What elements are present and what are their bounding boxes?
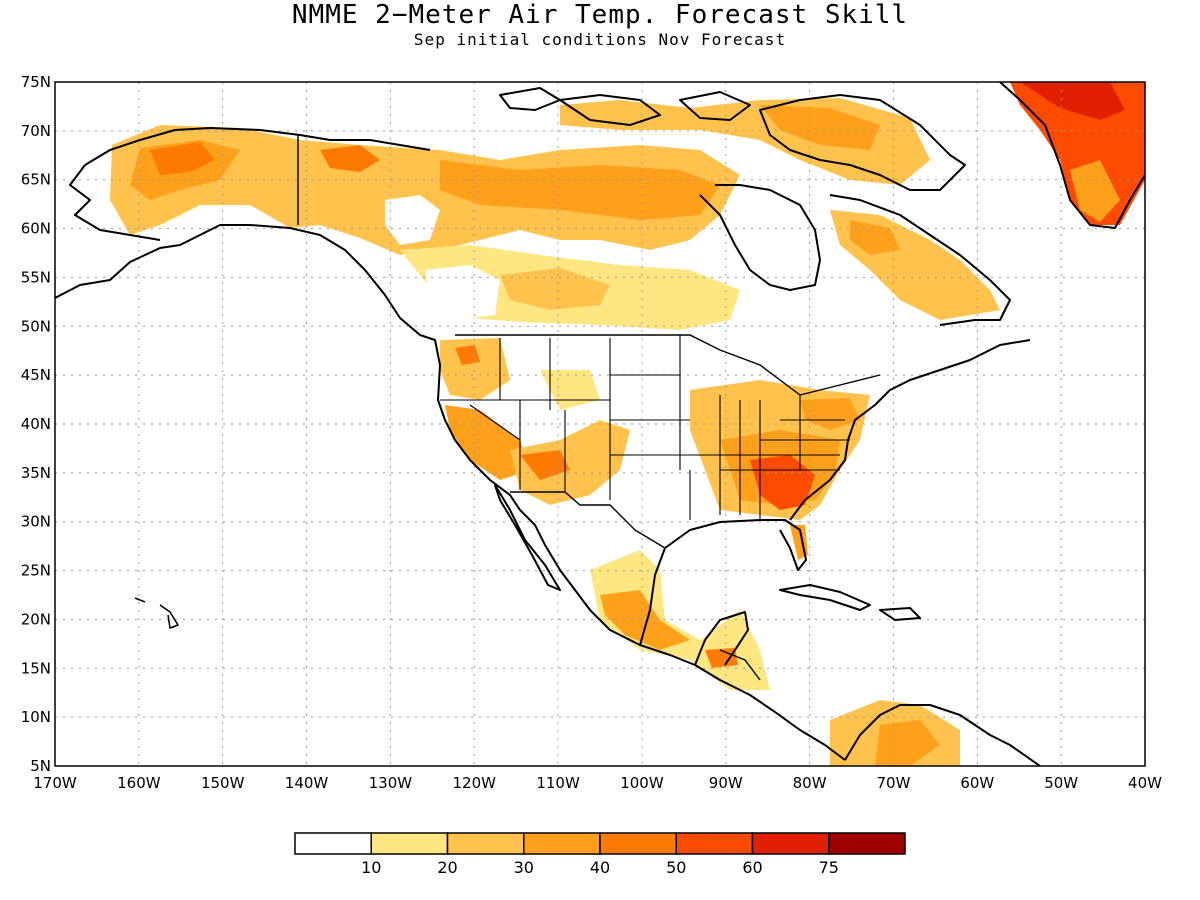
colorbar-swatch xyxy=(675,832,754,855)
coastline-alaska-north xyxy=(84,127,431,166)
skill-region-nwt-core xyxy=(440,160,720,220)
colorbar-label: 40 xyxy=(590,858,610,877)
colorbar: 10 20 30 40 50 60 75 xyxy=(294,832,906,877)
lat-tick-label: 50N xyxy=(21,317,51,335)
colorbar-label: 20 xyxy=(437,858,457,877)
skill-gap-alberta xyxy=(425,265,500,320)
coastline-cuba xyxy=(779,584,871,611)
lon-tick-label: 100W xyxy=(620,774,664,792)
skill-region-yukon-max xyxy=(320,145,380,172)
colorbar-swatch xyxy=(751,832,830,855)
border-us-canada xyxy=(455,334,881,396)
colorbar-swatch xyxy=(370,832,449,855)
coastline-labrador xyxy=(829,194,1011,326)
skill-region-northeast xyxy=(800,398,860,430)
lon-tick-label: 150W xyxy=(201,774,245,792)
lat-tick-label: 5N xyxy=(30,757,51,775)
lat-tick-label: 20N xyxy=(21,610,51,628)
skill-region-utah xyxy=(540,370,600,410)
colorbar-label: 60 xyxy=(742,858,762,877)
lon-tick-label: 80W xyxy=(793,774,827,792)
lat-tick-label: 65N xyxy=(21,171,51,189)
skill-region-pacific-nw-core xyxy=(455,345,480,365)
lat-tick-label: 25N xyxy=(21,562,51,580)
skill-region-alaska-max xyxy=(150,142,215,175)
lon-tick-label: 140W xyxy=(285,774,329,792)
lat-tick-label: 75N xyxy=(21,73,51,91)
skill-gap-bc xyxy=(385,195,440,245)
skill-region-arctic-core xyxy=(760,105,880,150)
coastline-islands-1 xyxy=(559,94,661,126)
lon-tick-label: 130W xyxy=(369,774,413,792)
colorbar-swatch xyxy=(599,832,677,855)
colorbar-label: 10 xyxy=(361,858,381,877)
skill-region-alaska xyxy=(110,125,740,255)
state-borders xyxy=(440,335,850,520)
lon-tick-label: 70W xyxy=(877,774,911,792)
skill-region-south-america-core xyxy=(875,720,940,766)
coastline-east xyxy=(789,339,1031,521)
lon-tick-label: 170W xyxy=(33,774,77,792)
coastline-south-america xyxy=(844,704,1041,766)
lon-tick-label: 60W xyxy=(960,774,994,792)
coastline-hudson-bay xyxy=(699,184,821,291)
lat-tick-label: 40N xyxy=(21,415,51,433)
coastline-greenland xyxy=(999,82,1145,229)
coastline-west xyxy=(55,224,846,761)
coastline-islands-2 xyxy=(679,91,751,121)
borders xyxy=(297,135,881,681)
lat-tick-label: 35N xyxy=(21,464,51,482)
map-title: NMME 2−Meter Air Temp. Forecast Skill xyxy=(291,0,909,30)
border-us-mexico xyxy=(510,491,666,549)
latitude-labels: 75N 70N 65N 60N 55N 50N 45N 40N 35N 30N 25N 20N 15N 1… xyxy=(21,73,51,775)
colorbar-swatch xyxy=(523,832,601,855)
colorbar-swatch xyxy=(828,832,906,855)
lon-tick-label: 120W xyxy=(452,774,496,792)
lon-tick-label: 90W xyxy=(709,774,743,792)
coastline-islands-3 xyxy=(499,87,561,111)
lat-tick-label: 10N xyxy=(21,708,51,726)
colorbar-label: 75 xyxy=(819,858,839,877)
lat-tick-label: 60N xyxy=(21,220,51,238)
skill-region-greenland-edge xyxy=(1070,160,1120,222)
skill-region-southwest-core xyxy=(520,450,570,480)
skill-shading xyxy=(110,82,1145,766)
coastline-baja xyxy=(494,484,561,591)
colorbar-swatch xyxy=(446,832,525,855)
skill-region-prairies-core xyxy=(500,268,610,310)
skill-region-georgia-max xyxy=(750,455,815,510)
lat-tick-label: 45N xyxy=(21,366,51,384)
coastline-alaska-west xyxy=(69,164,161,241)
skill-region-california xyxy=(445,405,530,480)
coastline-yucatan xyxy=(694,611,749,666)
lon-tick-label: 50W xyxy=(1044,774,1078,792)
longitude-labels: 170W 160W 150W 140W 130W 120W 110W 100W 90W 80W 70… xyxy=(33,774,1162,792)
lat-tick-label: 30N xyxy=(21,513,51,531)
coastline-hispaniola xyxy=(879,607,921,621)
coastline-hawaii xyxy=(134,597,179,629)
coastlines xyxy=(55,82,1145,766)
skill-region-mexico-core xyxy=(600,590,690,650)
border-mexico-central xyxy=(719,649,761,681)
lat-tick-label: 55N xyxy=(21,268,51,286)
lat-tick-label: 70N xyxy=(21,122,51,140)
colorbar-label: 50 xyxy=(666,858,686,877)
lon-tick-label: 110W xyxy=(536,774,580,792)
skill-region-greenland-max xyxy=(1020,82,1125,120)
plot-frame xyxy=(54,81,1146,767)
colorbar-swatch xyxy=(294,832,372,855)
coastline-baffin xyxy=(759,94,966,191)
skill-region-guatemala xyxy=(705,648,738,668)
lat-tick-label: 15N xyxy=(21,659,51,677)
lon-tick-label: 160W xyxy=(117,774,161,792)
skill-region-southwest xyxy=(510,420,630,505)
lon-tick-label: 40W xyxy=(1128,774,1162,792)
map-subtitle: Sep initial conditions Nov Forecast xyxy=(413,30,787,49)
colorbar-label: 30 xyxy=(514,858,534,877)
